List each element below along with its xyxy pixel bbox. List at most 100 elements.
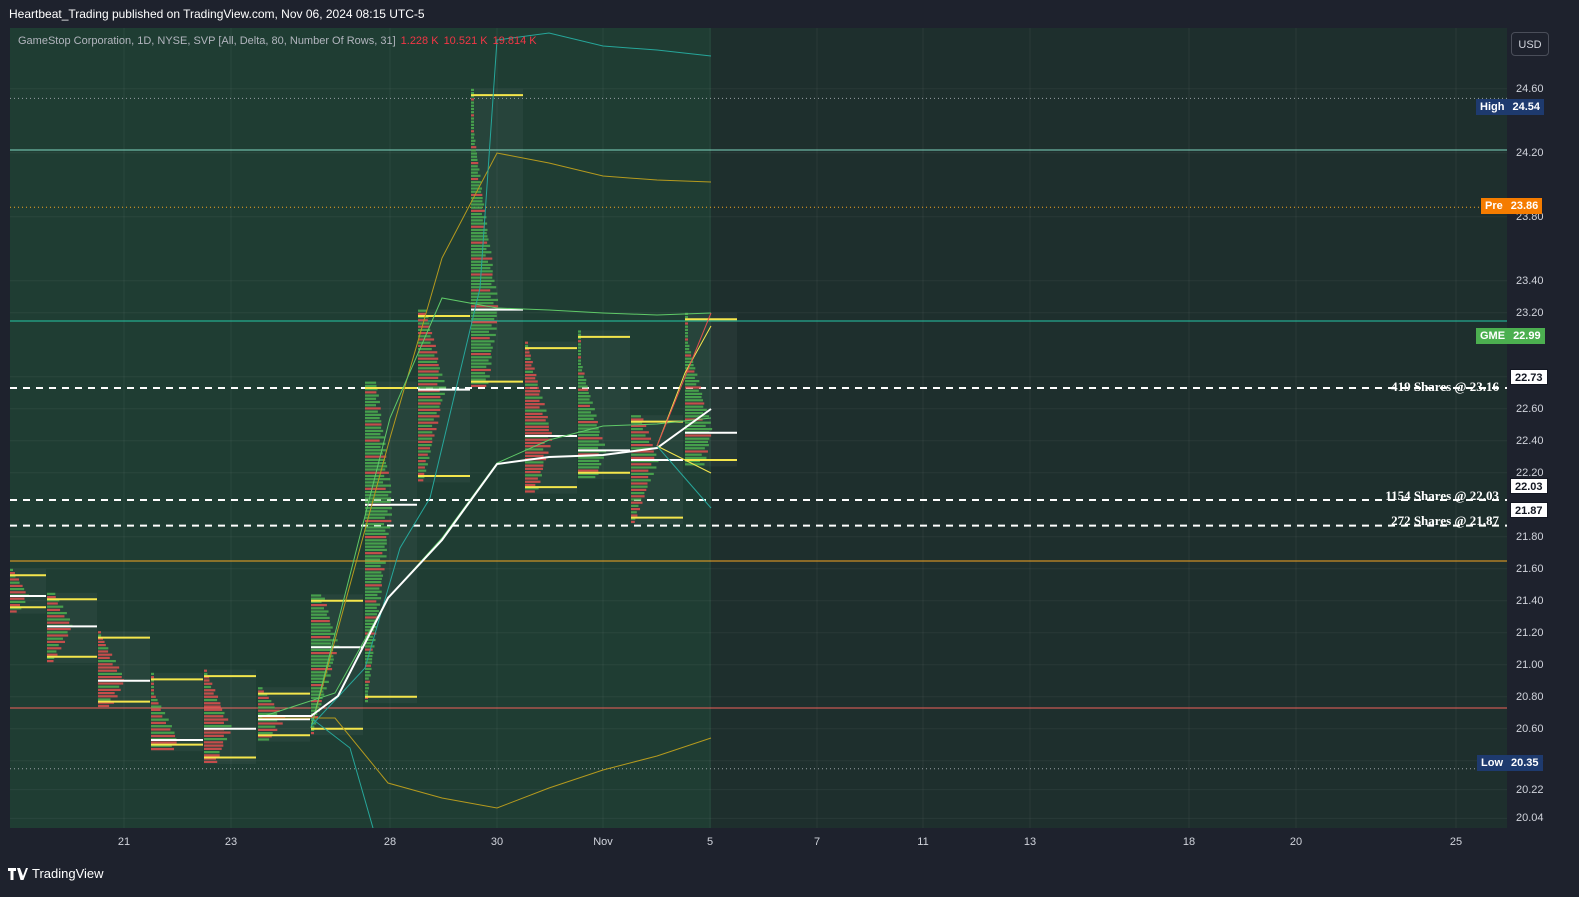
profile-row <box>365 558 381 561</box>
profile-row <box>418 412 437 415</box>
profile-row <box>471 91 474 95</box>
profile-row <box>471 270 493 273</box>
profile-row <box>47 628 71 631</box>
profile-row <box>631 450 654 453</box>
profile-row <box>471 317 495 321</box>
profile-row <box>471 251 492 254</box>
profile-row <box>418 328 431 331</box>
profile-row <box>365 680 370 683</box>
profile-row <box>685 360 694 363</box>
profile-row <box>685 348 690 351</box>
time-tick-11: 25 <box>1449 836 1463 848</box>
profile-row <box>365 677 369 680</box>
indicator-legend[interactable]: GameStop Corporation, 1D, NYSE, SVP [All… <box>18 35 537 47</box>
profile-row <box>578 463 602 466</box>
profile-row <box>685 463 705 466</box>
price-tick-11: 21.40 <box>1516 594 1544 607</box>
price-tick-14: 20.80 <box>1516 690 1544 703</box>
profile-row <box>471 225 485 228</box>
profile-row <box>365 587 380 590</box>
price-axis[interactable]: 24.6024.2023.8023.4023.2022.8022.6022.40… <box>1507 28 1579 828</box>
profile-row <box>365 455 387 458</box>
profile-row <box>418 354 435 357</box>
vwap-upper-band <box>310 297 712 729</box>
profile-row <box>365 413 382 416</box>
profile-row <box>418 351 438 354</box>
profile-row <box>578 391 589 395</box>
profile-row <box>471 111 474 114</box>
profile-row <box>311 690 324 693</box>
chart-canvas[interactable] <box>10 28 1507 828</box>
profile-row <box>258 693 268 696</box>
profile-row <box>578 453 599 456</box>
profile-row <box>311 680 329 683</box>
profile-row <box>311 677 325 680</box>
profile-row <box>204 757 216 760</box>
price-tick-17: 20.22 <box>1516 783 1544 796</box>
profile-row <box>525 451 549 454</box>
profile-row <box>151 731 175 734</box>
session-profile-10 <box>525 341 577 494</box>
profile-row <box>471 146 477 149</box>
profile-row <box>685 402 705 405</box>
profile-row <box>258 709 280 712</box>
profile-row <box>685 421 711 424</box>
profile-row <box>578 375 584 378</box>
profile-row <box>525 461 544 464</box>
profile-row <box>418 472 425 475</box>
profile-row <box>204 682 213 685</box>
profile-row <box>471 158 478 162</box>
profile-row <box>631 444 653 447</box>
profile-row <box>365 497 392 500</box>
profile-row <box>418 418 434 421</box>
currency-button[interactable]: USD <box>1511 32 1549 56</box>
profile-row <box>471 235 488 238</box>
profile-row <box>365 535 387 539</box>
profile-row <box>525 380 538 383</box>
profile-row <box>418 444 432 447</box>
profile-row <box>471 162 479 165</box>
session-profile-9 <box>471 88 523 389</box>
profile-row <box>578 359 581 362</box>
profile-row <box>365 494 389 497</box>
profile-row <box>151 708 161 711</box>
price-tick-12: 21.20 <box>1516 626 1544 639</box>
profile-row <box>685 434 712 437</box>
profile-row <box>365 468 386 471</box>
profile-row <box>98 663 113 666</box>
profile-row <box>578 365 583 369</box>
profile-row <box>204 689 216 692</box>
price-tick-7: 22.40 <box>1516 434 1544 447</box>
profile-row <box>311 703 322 706</box>
profile-row <box>471 349 492 352</box>
profile-row <box>365 593 378 597</box>
profile-row <box>471 88 474 91</box>
profile-row <box>47 592 56 595</box>
shares-annotation-2: 1154 Shares @ 22.03 <box>1385 488 1499 503</box>
session-profile-5 <box>258 687 310 742</box>
footer-brand[interactable]: TradingView <box>8 866 104 881</box>
profile-row <box>10 610 17 613</box>
profile-row <box>685 354 692 357</box>
profile-row <box>47 608 61 611</box>
time-axis[interactable]: 21 23 28 30 Nov 5 7 11 13 18 20 25 <box>10 828 1507 856</box>
profile-row <box>10 575 16 578</box>
profile-row <box>311 655 334 658</box>
profile-row <box>631 428 643 431</box>
profile-row <box>151 715 163 718</box>
profile-row <box>418 479 424 482</box>
profile-row <box>365 384 377 388</box>
profile-row <box>471 343 491 346</box>
chart-area[interactable] <box>10 28 1507 828</box>
profile-row <box>471 356 492 359</box>
profile-row <box>10 588 25 591</box>
profile-row <box>685 332 688 335</box>
profile-row <box>631 482 648 485</box>
profile-row <box>365 474 385 478</box>
profile-row <box>258 735 272 738</box>
profile-row <box>98 695 118 698</box>
vwap-main-line <box>258 408 712 717</box>
profile-row <box>98 669 118 672</box>
profile-row <box>578 369 582 372</box>
profile-row <box>204 695 219 698</box>
